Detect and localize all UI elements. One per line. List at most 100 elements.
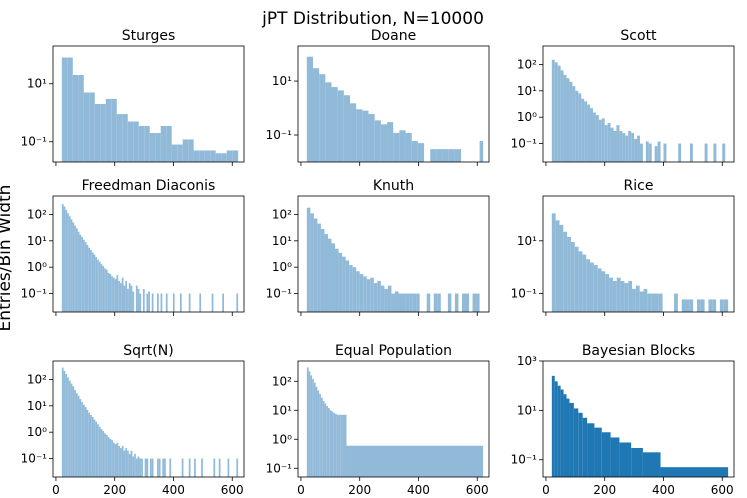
- freedman-diaconis-bar: [211, 293, 214, 312]
- sqrt-n-bar: [236, 458, 239, 477]
- sqrt-n-axes-frame: [52, 360, 245, 478]
- scott-bar: [678, 143, 682, 162]
- sqrt-n-xtick-label: 400: [162, 483, 185, 497]
- equal-population-ytick-label: 10⁻¹: [266, 461, 293, 475]
- knuth-bar: [377, 280, 381, 312]
- sqrt-n-bar: [162, 458, 165, 477]
- sqrt-n-xtick-label: 0: [52, 483, 60, 497]
- equal-population-bar: [340, 414, 343, 477]
- equal-population-bar: [319, 394, 321, 477]
- equal-population-bar: [327, 407, 330, 477]
- knuth-bar: [476, 293, 480, 312]
- equal-population-bar: [317, 390, 320, 477]
- rice-bar: [555, 220, 560, 312]
- sqrt-n-bar: [65, 374, 68, 477]
- sqrt-n-bar: [112, 442, 115, 477]
- knuth-bar: [352, 267, 357, 312]
- doane-bar: [350, 103, 357, 162]
- freedman-diaconis-bar: [146, 293, 149, 312]
- freedman-diaconis-bar: [148, 291, 150, 312]
- freedman-diaconis-bar: [157, 293, 159, 312]
- sturges-bar: [193, 150, 200, 162]
- equal-population-bar: [329, 410, 332, 477]
- rice-bar: [593, 265, 598, 312]
- rice-title: Rice: [624, 178, 654, 194]
- scott-bar: [590, 108, 593, 162]
- figure-suptitle: jPT Distribution, N=10000: [261, 9, 484, 29]
- doane-bar: [387, 122, 394, 162]
- freedman-diaconis-bar: [112, 277, 115, 312]
- bayesian-blocks-bar: [566, 398, 570, 477]
- scott-ytick-label: 10⁰: [517, 110, 537, 124]
- sqrt-n-ytick-label: 10⁻¹: [21, 452, 48, 466]
- knuth-ytick-label: 10¹: [272, 234, 292, 248]
- knuth-bar: [331, 243, 336, 312]
- sqrt-n-bar: [139, 458, 142, 477]
- knuth-bar: [461, 293, 466, 312]
- equal-population-bar: [338, 414, 341, 477]
- rice-bar: [551, 213, 556, 312]
- knuth-bar: [384, 288, 388, 312]
- sturges-bar: [215, 153, 222, 162]
- scott-bar: [592, 112, 596, 162]
- freedman-diaconis-bar: [63, 206, 66, 312]
- scott-bar: [722, 143, 726, 162]
- bayesian-blocks-bar: [587, 423, 595, 477]
- sqrt-n-xtick-label: 600: [221, 483, 244, 497]
- sqrt-n-bar: [213, 458, 216, 477]
- freedman-diaconis-axes-frame: [52, 195, 245, 313]
- equal-population-axes-frame: [297, 360, 490, 478]
- knuth-axes-frame: [297, 195, 490, 313]
- sqrt-n-bar: [181, 458, 184, 477]
- sqrt-n-bar: [104, 433, 106, 477]
- knuth-bar: [313, 218, 318, 312]
- freedman-diaconis-bar: [236, 293, 239, 312]
- sqrt-n-bar: [97, 424, 99, 477]
- doane-title: Doane: [371, 28, 416, 44]
- rice-bar: [723, 299, 729, 312]
- doane-bar: [479, 141, 484, 162]
- sqrt-n-bar: [121, 445, 124, 477]
- knuth-bar: [405, 293, 410, 312]
- freedman-diaconis-bar: [72, 222, 75, 312]
- doane-bar: [442, 149, 449, 162]
- freedman-diaconis-bar: [179, 293, 182, 312]
- freedman-diaconis-bar: [125, 280, 128, 312]
- sturges-bar: [127, 121, 134, 162]
- sqrt-n-bar: [93, 419, 96, 477]
- rice-bar: [681, 299, 686, 312]
- freedman-diaconis-bar: [75, 228, 78, 312]
- knuth-bar: [310, 213, 314, 312]
- sturges-bar: [144, 125, 150, 162]
- scott-bar: [610, 127, 614, 162]
- scott-bar: [631, 133, 635, 162]
- sqrt-n-bar: [111, 440, 113, 477]
- bayesian-blocks-bar: [631, 447, 643, 477]
- rice-bar: [624, 283, 629, 312]
- sqrt-n-bar: [134, 453, 136, 477]
- sturges-bar: [182, 139, 189, 162]
- sqrt-n-bar: [86, 409, 89, 477]
- sqrt-n-bar: [105, 434, 108, 477]
- rice-bar: [647, 293, 652, 312]
- equal-population-bar: [320, 397, 323, 477]
- sturges-bar: [177, 144, 183, 162]
- freedman-diaconis-bar: [199, 293, 202, 312]
- knuth-bar: [402, 293, 406, 312]
- sqrt-n-ytick-label: 10²: [27, 372, 47, 386]
- sqrt-n-bar: [158, 458, 161, 477]
- doane-bar: [325, 82, 332, 162]
- sqrt-n-bar: [141, 458, 143, 477]
- doane-bar: [417, 143, 425, 162]
- rice-bar: [582, 254, 587, 312]
- freedman-diaconis-bar: [142, 288, 145, 312]
- scott-bar: [657, 141, 661, 162]
- scott-ytick-label: 10²: [517, 57, 537, 71]
- scott-bar: [628, 130, 632, 162]
- equal-population-bar: [326, 406, 328, 477]
- freedman-diaconis-bar: [137, 288, 140, 312]
- rice-bar: [605, 274, 610, 312]
- sqrt-n-bar: [157, 458, 159, 477]
- sqrt-n-bar: [132, 456, 135, 477]
- bayesian-blocks-xtick-label: 0: [542, 483, 550, 497]
